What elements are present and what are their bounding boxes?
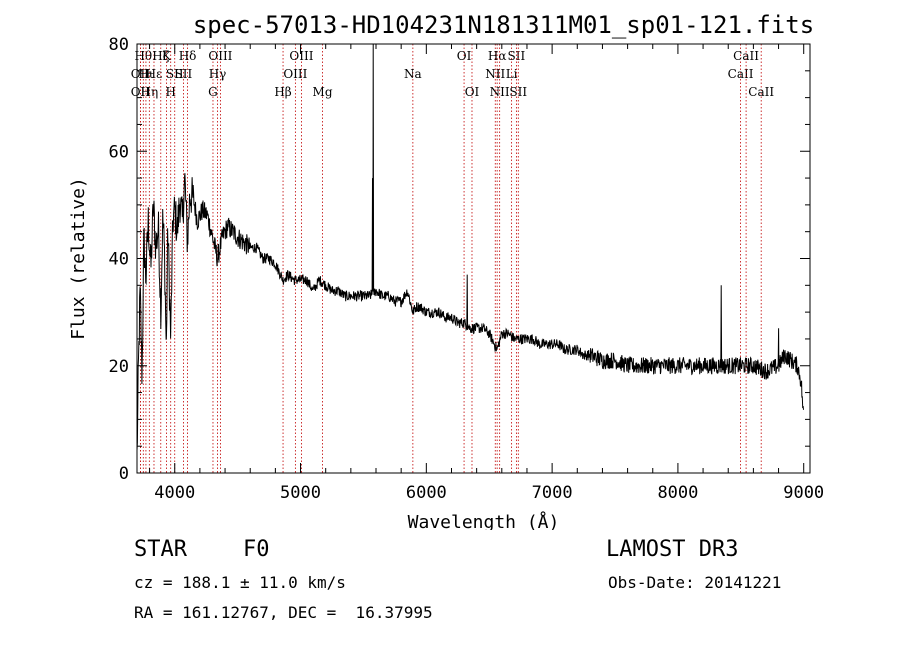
line-marker-label: SII	[175, 67, 193, 81]
line-marker-label: SII	[509, 85, 527, 99]
line-marker-label: NII	[490, 85, 510, 99]
line-marker-label: Hθ	[134, 49, 152, 63]
line-marker-label: H	[165, 85, 175, 99]
line-marker-label: Hδ	[179, 49, 197, 63]
line-marker-label: Hα	[488, 49, 507, 63]
observation-date: Obs-Date: 20141221	[608, 573, 782, 592]
x-tick-label: 9000	[783, 483, 824, 503]
chart-title: spec-57013-HD104231N181311M01_sp01-121.f…	[193, 11, 814, 39]
spectrum-chart: spec-57013-HD104231N181311M01_sp01-121.f…	[68, 11, 824, 530]
line-marker-label: CaII	[728, 67, 754, 81]
line-marker-label: Hε	[146, 67, 163, 81]
ra-dec-coordinates: RA = 161.12767, DEC = 16.37995	[134, 603, 433, 622]
x-axis-label: Wavelength (Å)	[408, 511, 560, 530]
line-marker-label: CaII	[748, 85, 774, 99]
spectrum-series	[136, 43, 804, 451]
redshift-velocity: cz = 188.1 ± 11.0 km/s	[134, 573, 346, 592]
line-marker-label: Hη	[140, 85, 158, 99]
spectral-subclass: F0	[243, 537, 270, 562]
line-marker-label: NII	[485, 67, 505, 81]
line-marker-label: Li	[506, 67, 518, 81]
line-marker-label: OIII	[208, 49, 232, 63]
line-marker-label: OI	[465, 85, 480, 99]
plot-frame	[136, 43, 811, 474]
line-marker-label: SII	[166, 67, 184, 81]
y-axis-label: Flux (relative)	[68, 177, 89, 340]
line-marker-label: OII	[131, 85, 151, 99]
x-tick-label: 4000	[154, 483, 195, 503]
x-tick-label: 7000	[532, 483, 573, 503]
line-marker-label: Hζ	[152, 49, 169, 63]
y-tick-label: 0	[119, 464, 129, 484]
y-tick-label: 80	[109, 35, 129, 55]
line-marker-label: Hι	[138, 67, 153, 81]
y-tick-label: 20	[109, 357, 129, 377]
x-tick-label: 8000	[657, 483, 698, 503]
y-tick-label: 40	[109, 250, 129, 270]
line-marker-label: Hβ	[274, 85, 291, 99]
line-marker-label: K	[162, 49, 172, 63]
line-marker-label: OI	[457, 49, 472, 63]
x-tick-label: 6000	[406, 483, 447, 503]
line-marker-label: CaII	[733, 49, 759, 63]
line-marker-label: G	[208, 85, 218, 99]
spectral-class: STAR	[134, 537, 187, 562]
line-marker-label: Hγ	[209, 67, 227, 81]
line-marker-label: SII	[508, 49, 526, 63]
line-marker-label: OIII	[283, 67, 307, 81]
line-marker-label: Na	[404, 67, 422, 81]
x-tick-label: 5000	[280, 483, 321, 503]
y-tick-label: 60	[109, 142, 129, 162]
line-marker-label: OII	[131, 67, 151, 81]
line-marker-label: Mg	[313, 85, 333, 99]
survey-name: LAMOST DR3	[606, 537, 739, 562]
line-marker-label: OIII	[289, 49, 313, 63]
